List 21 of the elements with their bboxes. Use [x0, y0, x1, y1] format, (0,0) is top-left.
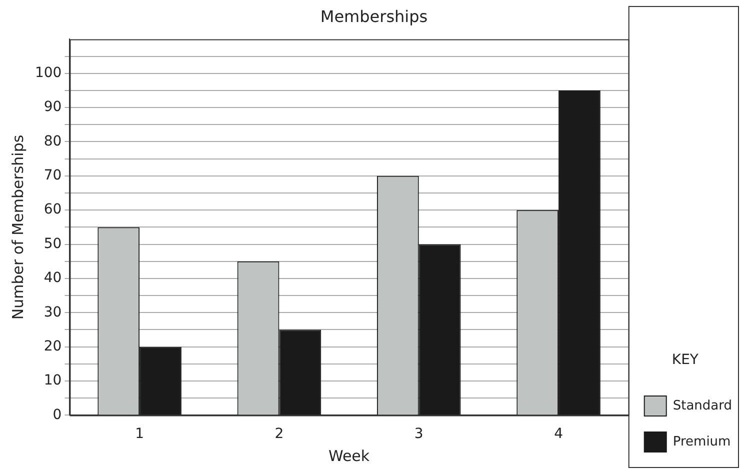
y-tick-label: 90: [44, 99, 62, 116]
chart-title: Memberships: [320, 6, 428, 26]
x-tick-label: 1: [135, 426, 144, 442]
legend-label: Standard: [672, 398, 732, 414]
y-tick-label: 20: [44, 338, 62, 354]
y-tick-label: 40: [44, 270, 62, 286]
y-tick-label: 10: [44, 372, 62, 389]
y-tick-label: 50: [44, 236, 62, 252]
y-tick-label: 80: [44, 133, 62, 150]
y-tick-label: 0: [52, 406, 62, 423]
y-axis-title: Number of Memberships: [8, 134, 27, 320]
y-tick-label: 100: [34, 65, 62, 82]
x-tick-label: 4: [554, 426, 564, 442]
y-tick-label: 30: [44, 304, 62, 320]
y-tick-label: 60: [44, 202, 62, 218]
y-tick-label: 70: [44, 168, 62, 184]
x-axis-title: Week: [328, 446, 370, 465]
x-tick-label: 2: [274, 426, 284, 442]
legend-title: KEY: [672, 352, 699, 368]
legend-label: Premium: [672, 434, 731, 450]
x-tick-label: 3: [414, 426, 424, 442]
